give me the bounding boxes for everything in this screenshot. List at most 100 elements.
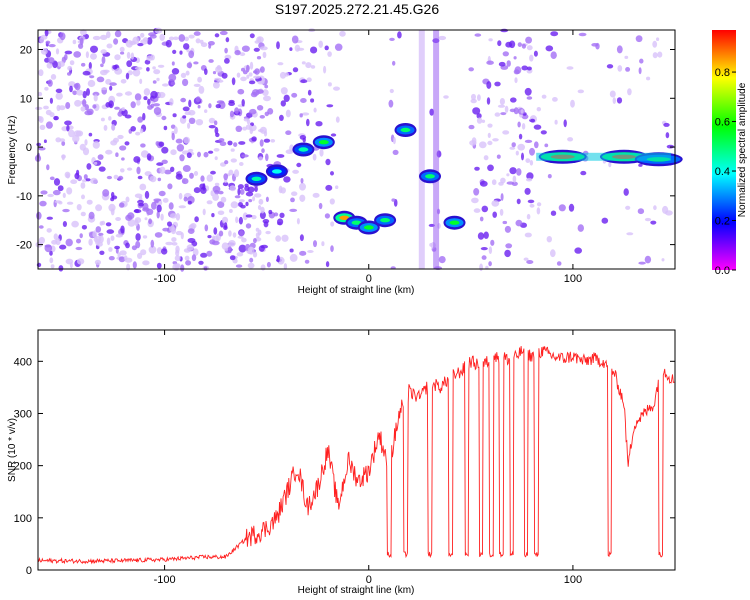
snr-ticks: -100 0 100 0 100 200 300 400 [14,330,675,586]
noise-speck [208,103,212,109]
noise-speck [217,210,225,216]
noise-speck [429,108,435,116]
noise-speck [228,230,232,237]
noise-speck [174,255,181,262]
noise-speck [242,212,248,221]
noise-speck [106,229,115,234]
noise-speck [142,37,149,42]
noise-speck [140,32,145,38]
noise-speck [53,115,59,121]
spectral-blob-core [339,215,350,220]
noise-speck [64,50,73,55]
noise-speck [224,160,229,165]
noise-speck [438,35,447,41]
noise-speck [481,205,489,213]
noise-speck [276,154,285,158]
noise-speck [47,79,53,87]
noise-speck [146,55,153,61]
spectral-blob-core [351,220,362,225]
noise-speck [146,153,152,161]
noise-speck [502,220,508,225]
noise-speck [76,169,80,176]
noise-speck [204,109,208,113]
noise-speck [469,140,477,146]
noise-speck [81,62,86,67]
noise-speck [204,68,208,75]
noise-speck [152,66,156,70]
noise-speck [523,257,529,261]
noise-speck [39,124,46,130]
spectral-blob-core [363,225,374,230]
noise-speck [115,217,121,221]
noise-speck [325,261,330,268]
noise-speck [330,133,337,137]
noise-speck [259,46,268,51]
noise-speck [388,99,394,108]
noise-speck [184,255,190,261]
noise-speck [95,204,103,212]
noise-speck [577,224,584,232]
snr-xlabel: Height of straight line (km) [298,585,415,596]
noise-speck [595,42,600,50]
noise-speck [524,187,531,195]
noise-speck [127,167,133,171]
y-tick-label: 200 [14,461,32,473]
noise-speck [324,213,330,219]
noise-speck [248,80,256,85]
noise-speck [187,148,194,153]
chart-title: S197.2025.272.21.45.G26 [275,1,439,17]
noise-speck [143,96,148,101]
noise-speck [36,211,42,220]
noise-speck [106,237,111,246]
noise-speck [193,187,201,194]
noise-speck [142,235,148,239]
noise-speck [119,250,127,256]
noise-speck [283,263,288,270]
noise-speck [264,84,269,89]
noise-speck [259,139,264,147]
spectrogram-streak [418,30,425,269]
noise-speck [534,141,539,149]
noise-speck [254,40,261,44]
noise-speck [109,85,113,91]
noise-speck [233,142,238,148]
noise-speck [38,236,46,244]
noise-speck [234,107,240,114]
noise-speck [216,65,222,70]
noise-speck [285,149,294,154]
noise-speck [92,104,97,109]
noise-speck [300,178,304,184]
noise-speck [113,38,119,45]
noise-speck [302,137,306,143]
noise-speck [245,214,253,218]
noise-speck [132,261,137,269]
noise-speck [153,103,161,107]
snr-series-line [38,346,675,565]
noise-speck [225,37,230,43]
noise-speck [184,111,191,116]
noise-speck [219,30,228,36]
noise-speck [530,118,536,123]
noise-speck [494,81,501,87]
noise-speck [305,62,312,69]
noise-speck [529,54,534,62]
noise-speck [70,179,78,184]
noise-speck [498,181,504,186]
noise-speck [126,60,133,68]
noise-speck [526,172,534,180]
noise-speck [525,36,532,44]
noise-speck [49,176,55,181]
noise-speck [55,48,60,55]
noise-speck [626,232,634,236]
noise-speck [154,27,163,34]
noise-speck [46,164,50,171]
noise-speck [134,217,142,224]
noise-speck [529,203,535,208]
noise-speck [488,38,493,42]
noise-speck [182,78,189,87]
noise-speck [558,204,566,212]
noise-speck [229,209,233,213]
noise-speck [239,162,244,166]
noise-speck [468,67,475,72]
noise-speck [279,71,287,79]
